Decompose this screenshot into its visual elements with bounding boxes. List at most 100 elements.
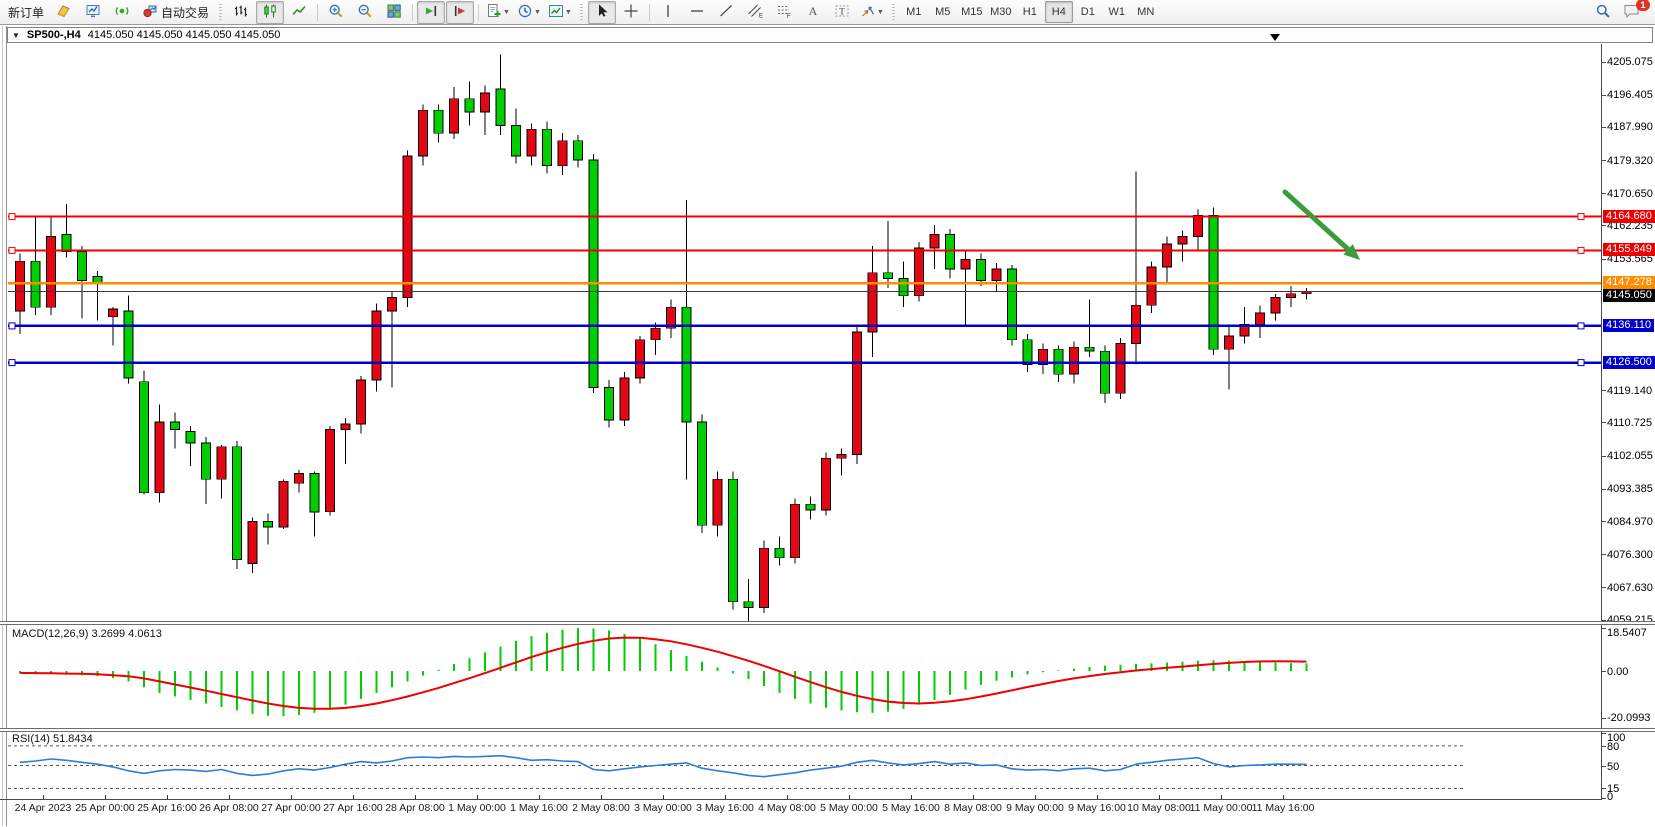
new-chart-icon <box>486 3 502 22</box>
time-axis-label: 11 May 00:00 <box>1189 802 1253 814</box>
line-handle[interactable] <box>1577 213 1585 221</box>
chart-shift-button[interactable] <box>446 0 475 24</box>
price-level-badge[interactable]: 4155.849 <box>1603 243 1655 257</box>
timeframe-button-h4[interactable]: H4 <box>1044 1 1073 23</box>
macd-axis-tick <box>1601 627 1606 629</box>
price-axis-line[interactable] <box>1601 44 1602 800</box>
time-axis-tick <box>415 795 416 799</box>
time-axis-label: 26 Apr 08:00 <box>199 802 259 814</box>
chat-button[interactable]: 1 <box>1618 0 1650 24</box>
line-chart-icon <box>291 3 307 22</box>
cursor-icon <box>594 3 610 22</box>
line-chart-button[interactable] <box>285 1 313 24</box>
timeframe-bar: M1 M5 M15 M30 H1 H4 D1 W1 MN <box>900 1 1160 23</box>
text-button[interactable]: A <box>799 1 827 24</box>
price-axis-label: 4179.320 <box>1607 154 1653 167</box>
new-chart-button[interactable]: ▼ <box>483 1 513 24</box>
time-axis-line[interactable] <box>0 799 1602 800</box>
time-axis-tick <box>849 795 850 799</box>
price-level-badge[interactable]: 4164.680 <box>1603 209 1655 223</box>
time-axis-tick <box>291 795 292 799</box>
crosshair-button[interactable] <box>617 1 645 24</box>
period-button[interactable]: ▼ <box>514 1 544 24</box>
line-handle[interactable] <box>8 359 16 367</box>
template-button[interactable]: ▼ <box>545 1 575 24</box>
macd-axis-label: 0.00 <box>1607 666 1629 678</box>
time-axis-tick <box>43 795 44 799</box>
timeframe-button-m15[interactable]: M15 <box>961 6 983 18</box>
rsi-axis-tick <box>1601 788 1606 790</box>
price-axis-label: 4119.140 <box>1607 384 1653 397</box>
svg-text:T: T <box>839 6 845 16</box>
new-order-button[interactable]: 新订单 <box>8 5 45 20</box>
time-axis-tick <box>1159 795 1160 799</box>
price-axis-tick <box>1601 619 1606 621</box>
price-level-badge[interactable]: 4136.110 <box>1603 318 1655 332</box>
panel-splitter[interactable] <box>0 728 1655 732</box>
timeframe-button-m5[interactable]: M5 <box>935 6 951 18</box>
time-axis-tick <box>787 795 788 799</box>
line-handle[interactable] <box>1577 359 1585 367</box>
line-handle[interactable] <box>1577 246 1585 254</box>
timeframe-button-m1[interactable]: M1 <box>906 6 922 18</box>
price-axis-tick <box>1601 488 1606 490</box>
macd-axis-label: -20.0993 <box>1607 712 1651 724</box>
auto-scroll-button[interactable] <box>417 0 446 24</box>
price-level-badge[interactable]: 4147.278 <box>1603 276 1655 290</box>
rsi-label: RSI(14) 51.8434 <box>12 733 93 745</box>
fibonacci-icon: F <box>776 3 792 22</box>
bar-chart-icon <box>233 3 249 22</box>
candlestick-chart-button[interactable] <box>256 0 285 24</box>
timeframe-button-m30[interactable]: M30 <box>990 6 1012 18</box>
line-handle[interactable] <box>8 246 16 254</box>
zoom-in-button[interactable] <box>322 1 350 24</box>
price-level-badge[interactable]: 4126.500 <box>1603 355 1655 369</box>
macd-panel[interactable] <box>8 626 1601 728</box>
text-label-button[interactable]: T <box>828 1 856 24</box>
notification-badge: 1 <box>1636 0 1650 11</box>
trend-arrow-annotation[interactable] <box>1282 189 1360 260</box>
crosshair-icon <box>623 3 639 22</box>
line-handle[interactable] <box>1577 322 1585 330</box>
autotrade-button[interactable]: 自动交易 <box>137 1 214 24</box>
time-axis-label: 5 May 00:00 <box>820 802 878 814</box>
cursor-button[interactable] <box>587 0 616 24</box>
line-handle[interactable] <box>8 322 16 330</box>
time-axis-tick <box>1221 795 1222 799</box>
panel-splitter[interactable] <box>0 621 1655 625</box>
timeframe-button-d1[interactable]: D1 <box>1080 6 1095 18</box>
price-axis-label: 4076.300 <box>1607 548 1653 561</box>
timeframe-button-w1[interactable]: W1 <box>1108 6 1126 18</box>
timeframe-button-mn[interactable]: MN <box>1137 6 1155 18</box>
price-axis-label: 4196.405 <box>1607 89 1653 102</box>
chevron-down-icon: ▼ <box>503 8 510 16</box>
tile-windows-button[interactable] <box>380 1 408 24</box>
rsi-axis-tick <box>1601 745 1606 747</box>
chart-monitor-button[interactable] <box>79 1 107 24</box>
rsi-panel[interactable] <box>8 732 1601 799</box>
chart-shift-marker[interactable] <box>1270 34 1280 41</box>
bar-chart-button[interactable] <box>227 1 255 24</box>
candlestick-icon <box>262 3 278 22</box>
arrow-shapes-button[interactable]: ▼ <box>857 1 887 24</box>
zoom-out-button[interactable] <box>351 1 379 24</box>
vertical-line-button[interactable] <box>654 1 682 24</box>
search-button[interactable] <box>1589 1 1617 24</box>
time-axis-label: 3 May 16:00 <box>696 802 754 814</box>
signal-button[interactable] <box>108 1 136 24</box>
main-price-chart[interactable] <box>8 44 1601 622</box>
order-book-button[interactable] <box>50 1 78 24</box>
template-chart-icon <box>548 3 564 22</box>
trendline-button[interactable] <box>712 1 740 24</box>
price-axis-label: 4170.650 <box>1607 187 1653 200</box>
timeframe-button-h1[interactable]: H1 <box>1022 6 1037 18</box>
fibonacci-button[interactable]: F <box>770 1 798 24</box>
chart-expand-icon[interactable]: ▼ <box>12 30 20 40</box>
line-handle[interactable] <box>8 213 16 221</box>
price-axis-label: 4093.385 <box>1607 483 1653 496</box>
rsi-line <box>19 754 1307 778</box>
price-axis-tick <box>1601 390 1606 392</box>
equidistant-channel-button[interactable]: E <box>741 1 769 24</box>
horizontal-line-button[interactable] <box>683 1 711 24</box>
price-axis-tick <box>1601 193 1606 195</box>
